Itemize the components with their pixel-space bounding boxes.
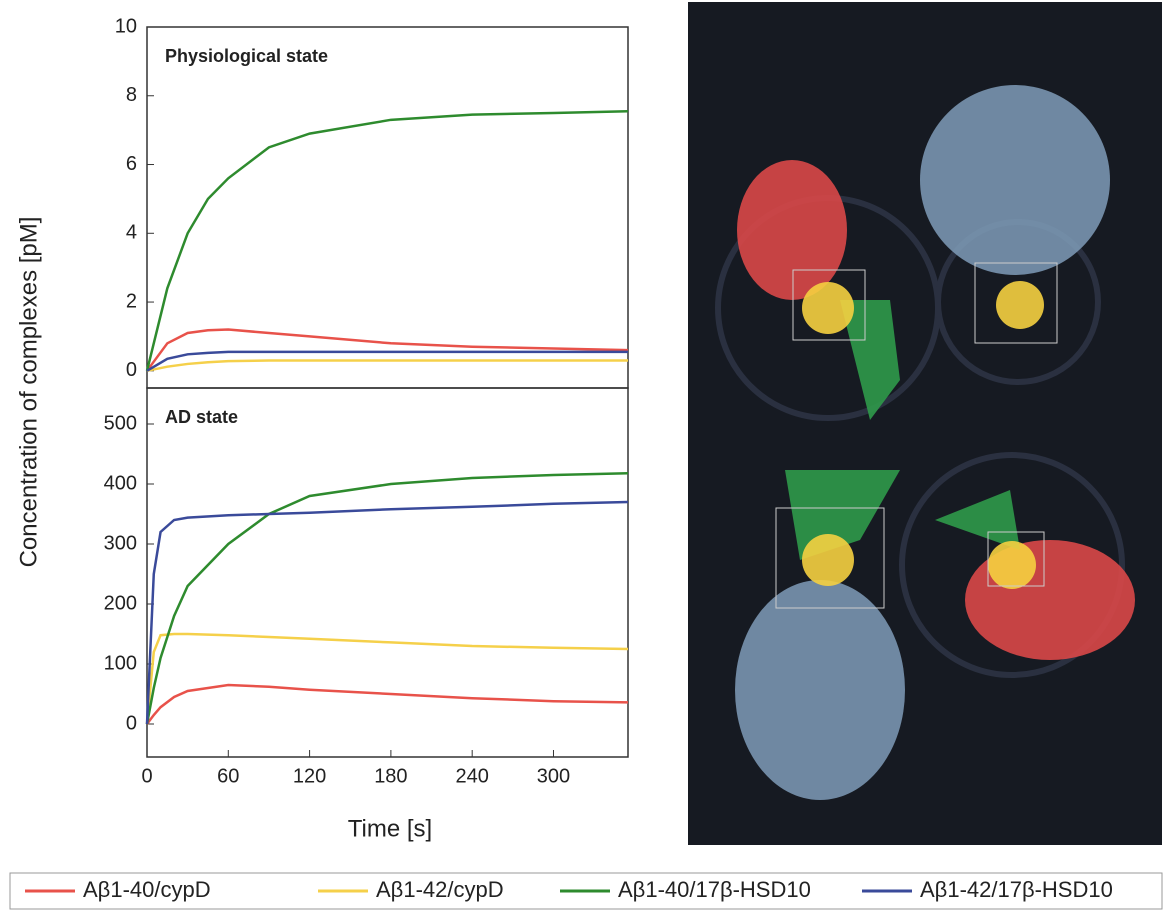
y-tick-label: 0 xyxy=(126,712,137,734)
legend-label: Aβ1-40/cypD xyxy=(83,877,211,902)
y-tick-label: 6 xyxy=(126,153,137,175)
data-line xyxy=(146,350,628,372)
legend-label: Aβ1-40/17β-HSD10 xyxy=(618,877,811,902)
panel-title: Physiological state xyxy=(165,46,328,66)
x-tick-label: 60 xyxy=(217,765,239,787)
legend-label: Aβ1-42/cypD xyxy=(376,877,504,902)
legend-box xyxy=(9,872,1163,910)
x-tick-label: 120 xyxy=(293,765,326,787)
y-tick-label: 4 xyxy=(126,222,137,244)
data-line xyxy=(146,683,629,725)
y-tick-label: 2 xyxy=(126,290,137,312)
y-tick-label: 400 xyxy=(104,472,137,494)
y-tick-label: 300 xyxy=(104,532,137,554)
x-tick-label: 180 xyxy=(374,765,407,787)
data-line xyxy=(145,109,629,372)
plot-frame xyxy=(146,26,629,389)
y-tick-label: 200 xyxy=(104,592,137,614)
x-tick-label: 300 xyxy=(537,765,570,787)
x-tick-label: 0 xyxy=(141,765,152,787)
y-tick-label: 500 xyxy=(104,412,137,434)
panel-title: AD state xyxy=(165,407,238,427)
legend-label: Aβ1-42/17β-HSD10 xyxy=(920,877,1113,902)
x-axis-label: Time [s] xyxy=(348,815,432,842)
y-tick-label: 100 xyxy=(104,652,137,674)
data-line xyxy=(146,359,628,373)
y-tick-label: 8 xyxy=(126,84,137,106)
y-tick-label: 10 xyxy=(115,15,137,37)
data-line xyxy=(145,471,629,725)
plot-frame xyxy=(146,387,629,758)
data-line xyxy=(145,632,629,725)
protein-image xyxy=(688,2,1162,845)
x-tick-label: 240 xyxy=(455,765,488,787)
data-line xyxy=(145,500,629,725)
y-tick-label: 0 xyxy=(126,359,137,381)
y-axis-label: Concentration of complexes [pM] xyxy=(15,217,42,568)
data-line xyxy=(145,328,629,372)
